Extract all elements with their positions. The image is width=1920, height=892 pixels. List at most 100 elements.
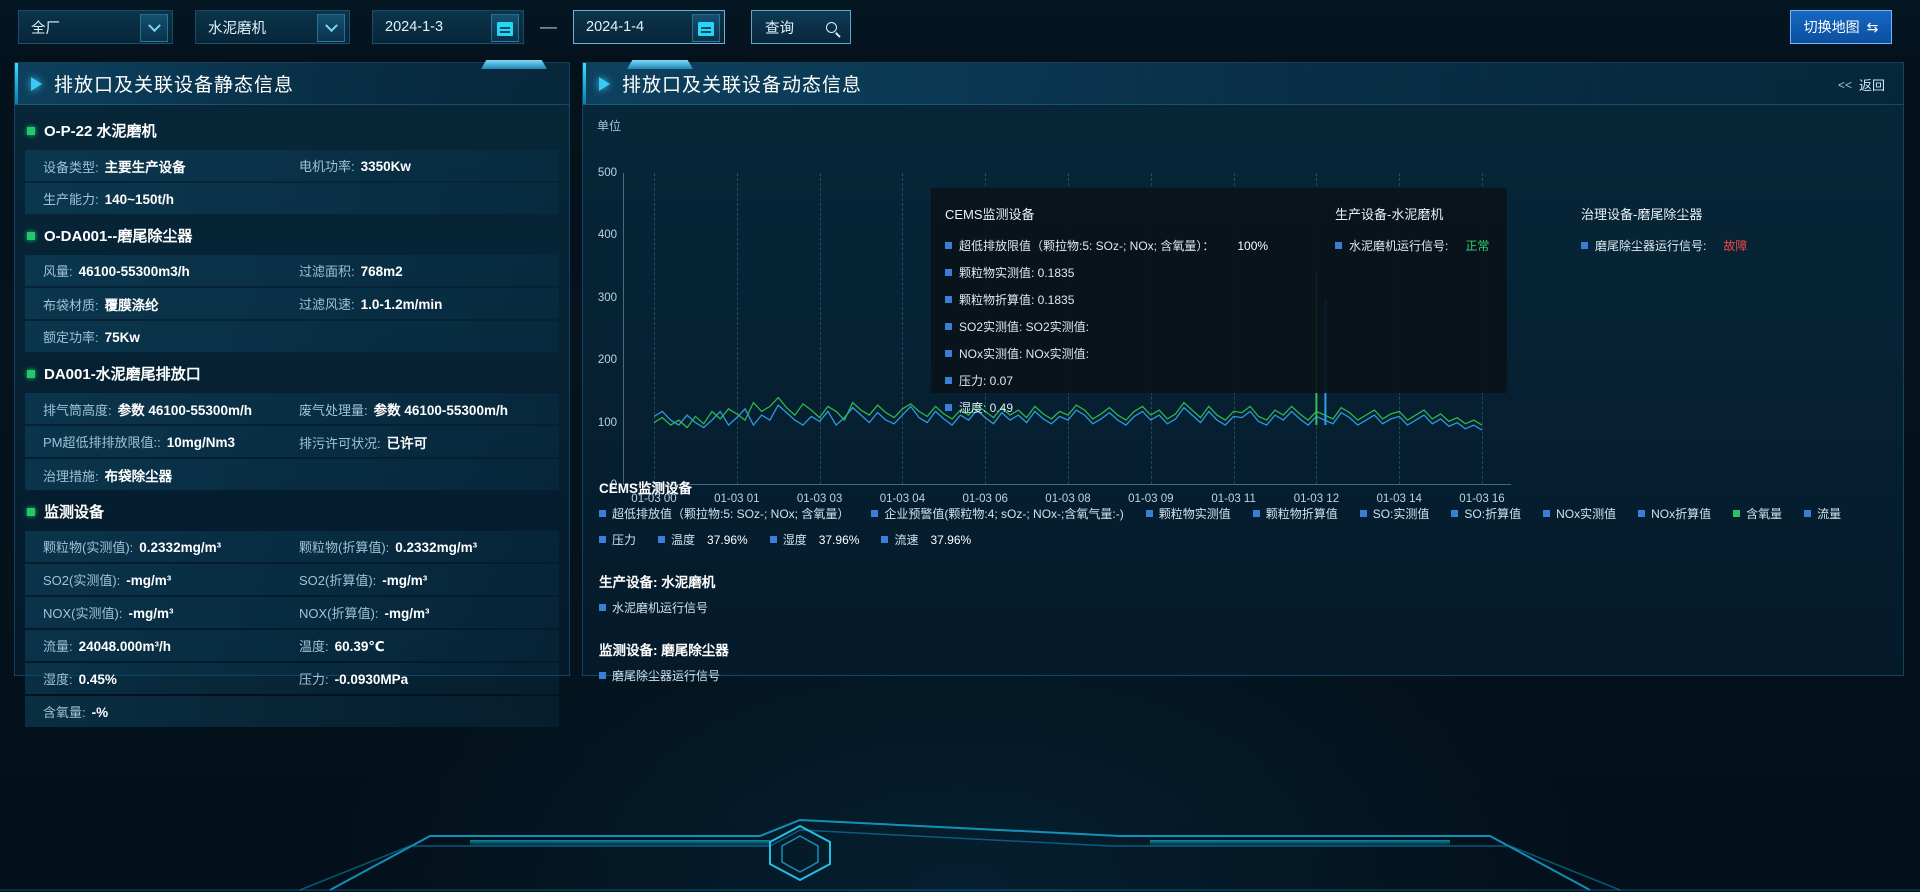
static-info-label: 颗粒物(实测值): (43, 540, 134, 555)
query-button[interactable]: 查询 (751, 10, 851, 44)
back-button[interactable]: << 返回 (1838, 75, 1885, 94)
chart-series-line (653, 396, 1483, 429)
static-info-title: 排放口及关联设备静态信息 (54, 75, 295, 96)
static-info-value: 24048.000m³/h (78, 639, 171, 654)
legend-item[interactable]: 流速 37.96% (881, 531, 971, 548)
chart-x-tick: 01-03 14 (1376, 493, 1422, 505)
legend-item[interactable]: 含氧量 (1733, 505, 1782, 522)
static-group-name: O-DA001--磨尾除尘器 (44, 228, 193, 245)
static-info-body: O-P-22 水泥磨机 设备类型: 主要生产设备 电机功率: 3350Kw 生产能力: 14… (15, 105, 569, 727)
static-info-row: 排气筒高度: 参数 46100-55300m/h 废气处理量: 参数 46100-55… (25, 393, 559, 424)
swap-icon: ⇆ (1866, 18, 1879, 35)
legend-item[interactable]: NOx实测值 (1543, 505, 1616, 522)
static-info-value: 1.0-1.2m/min (360, 297, 443, 312)
static-info-row: 布袋材质: 覆膜涤纶 过滤风速: 1.0-1.2m/min (25, 288, 559, 319)
legend-swatch-icon (1252, 510, 1260, 517)
legend-item[interactable]: 颗粒物实测值 (1145, 505, 1231, 522)
back-arrows-icon: << (1837, 77, 1852, 92)
legend-group-title: 生产设备: 水泥磨机 (599, 575, 716, 590)
legend-swatch-icon (1543, 510, 1551, 517)
static-info-value: 参数 46100-55300m/h (373, 402, 508, 418)
chart-x-tick: 01-03 00 (631, 493, 677, 505)
start-date-calendar-button[interactable] (491, 14, 519, 42)
legend-items: 超低排放值（颗拉物:5: SOz-; NOx; 含氧量） 企业预警值(颗粒物:4;… (599, 505, 1889, 557)
chart-y-tick: 300 (597, 291, 617, 304)
legend-group-title: 监测设备: 磨尾除尘器 (599, 643, 729, 658)
static-info-row: 流量: 24048.000m³/h 温度: 60.39℃ (25, 630, 559, 661)
query-button-label: 查询 (765, 20, 794, 37)
legend-swatch-icon (769, 536, 777, 543)
legend-item[interactable]: SO:实测值 (1359, 505, 1429, 522)
legend-item[interactable]: 超低排放值（颗拉物:5: SOz-; NOx; 含氧量） (599, 505, 849, 522)
tooltip-row-label: 磨尾除尘器运行信号: (1595, 239, 1707, 253)
static-info-value: 0.2332mg/m³ (395, 540, 478, 555)
legend-item-label: 含氧量 (1746, 507, 1783, 521)
legend-item[interactable]: NOx折算值 (1638, 505, 1711, 522)
plant-select-arrow[interactable] (140, 14, 168, 42)
chart-gridline (902, 173, 904, 484)
legend-item[interactable]: 流量 (1804, 505, 1841, 522)
static-info-cell: SO2(折算值): -mg/m³ (299, 570, 427, 589)
static-info-row: 生产能力: 140~150t/h (25, 183, 559, 214)
legend-item[interactable]: 压力 (599, 531, 636, 548)
start-date-input[interactable]: 2024-1-3 (372, 10, 524, 44)
legend-item[interactable]: SO:折算值 (1451, 505, 1521, 522)
static-info-cell: 过滤面积: 768m2 (299, 261, 403, 280)
legend-item-label: 超低排放值（颗拉物:5: SOz-; NOx; 含氧量） (612, 507, 850, 521)
tooltip-row: 颗粒物折算值: 0.1835 (945, 291, 1268, 308)
end-date-calendar-button[interactable] (692, 14, 720, 42)
tooltip-column-title: 治理设备-磨尾除尘器 (1581, 207, 1703, 222)
switch-map-button[interactable]: 切换地图 ⇆ (1790, 10, 1892, 44)
static-info-value: -mg/m³ (128, 606, 174, 621)
static-info-cell: 治理措施: 布袋除尘器 (43, 465, 299, 485)
static-info-cell: PM超低排排放限值:: 10mg/Nm3 (43, 432, 299, 451)
static-info-cell: 排污许可状况: 已许可 (299, 432, 427, 452)
chart-series-line (653, 404, 1483, 431)
static-info-label: 布袋材质: (43, 297, 99, 313)
static-group-name: DA001-水泥磨尾排放口 (44, 366, 201, 383)
static-group-header: 监测设备 (15, 492, 569, 531)
static-info-label: PM超低排排放限值:: (43, 435, 161, 450)
device-select-arrow[interactable] (317, 14, 345, 42)
search-icon (826, 21, 837, 33)
legend-item[interactable]: 湿度 37.96% (769, 531, 859, 548)
chart-x-tick: 01-03 01 (714, 493, 760, 505)
legend-item[interactable]: 水泥磨机运行信号 (599, 599, 708, 616)
tooltip-row-label: 颗粒物实测值: 0.1835 (959, 266, 1075, 280)
static-group-name: 监测设备 (44, 504, 105, 521)
chart-gridline (736, 173, 738, 484)
legend-item[interactable]: 磨尾除尘器运行信号 (599, 667, 720, 684)
tooltip-row-label: 湿度: 0.49 (959, 401, 1014, 415)
static-info-value: 布袋除尘器 (104, 468, 173, 484)
static-info-value: 60.39℃ (334, 639, 385, 654)
legend-item-label: 温度 (671, 533, 696, 547)
plant-select[interactable]: 全厂 (18, 10, 173, 44)
group-bullet-icon (27, 126, 35, 135)
chart-x-tick: 01-03 04 (879, 493, 926, 505)
legend-item[interactable]: 温度 37.96% (658, 531, 748, 548)
legend-item[interactable]: 企业预警值(颗粒物:4; sOz-; NOx-;含氧气量:-) (871, 505, 1124, 522)
end-date-value: 2024-1-4 (586, 19, 645, 35)
chart-y-tick: 200 (597, 354, 617, 367)
static-info-cell: 颗粒物(折算值): 0.2332mg/m³ (299, 537, 477, 556)
legend-swatch-icon (945, 323, 952, 330)
tooltip-row-value: 故障 (1723, 239, 1748, 253)
tooltip-row-label: 超低排放限值（颗拉物:5: SOz-; NOx; 含氧量）： (959, 239, 1215, 253)
static-info-cell: 额定功率: 75Kw (43, 327, 299, 346)
device-select[interactable]: 水泥磨机 (195, 10, 350, 44)
group-bullet-icon (27, 231, 35, 240)
back-button-label: 返回 (1858, 78, 1885, 93)
legend-item-label: NOx实测值 (1556, 507, 1617, 521)
legend-item[interactable]: 颗粒物折算值 (1252, 505, 1338, 522)
legend-items: 磨尾除尘器运行信号 (599, 667, 1889, 693)
static-info-row: PM超低排排放限值:: 10mg/Nm3 排污许可状况: 已许可 (25, 426, 559, 457)
top-toolbar: 全厂 水泥磨机 2024-1-3 — 2024-1-4 查询 切换地图 ⇆ (0, 0, 1920, 54)
group-bullet-icon (27, 507, 35, 516)
tooltip-row: SO2实测值: SO2实测值: (945, 318, 1268, 335)
static-info-value: -mg/m³ (382, 573, 428, 588)
legend-swatch-icon (945, 350, 952, 357)
static-info-cell: 过滤风速: 1.0-1.2m/min (299, 294, 442, 313)
end-date-input[interactable]: 2024-1-4 (573, 10, 725, 44)
bottom-decoration (0, 812, 1920, 892)
legend-item-label: 颗粒物折算值 (1265, 507, 1338, 521)
